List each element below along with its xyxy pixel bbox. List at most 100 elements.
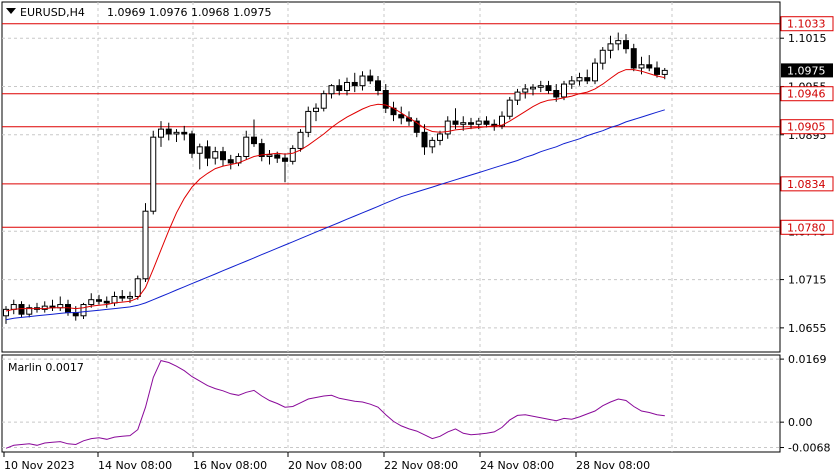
candle xyxy=(313,103,319,122)
candle-body xyxy=(382,90,389,109)
candle-body xyxy=(553,90,560,98)
candle xyxy=(592,58,598,85)
candle xyxy=(568,76,575,89)
marlin-line xyxy=(5,360,665,449)
price-level-label: 1.0834 xyxy=(787,178,826,191)
candle xyxy=(367,69,374,85)
candle-body xyxy=(289,147,296,162)
candle xyxy=(654,61,660,78)
candle xyxy=(623,34,629,54)
candle xyxy=(88,293,95,308)
ma-slow-line xyxy=(5,109,665,321)
candle-body xyxy=(545,85,552,92)
candle xyxy=(429,137,436,154)
oscillator-pane-frame xyxy=(1,354,781,453)
candle-body xyxy=(429,139,436,148)
candle-body xyxy=(576,77,583,82)
candle xyxy=(282,153,288,183)
candle-body xyxy=(41,305,48,310)
candle xyxy=(561,80,567,101)
candle-body xyxy=(204,146,211,159)
candle-body xyxy=(530,86,536,90)
oscillator-pane[interactable]: Marlin 0.0017 xyxy=(1,354,781,453)
time-tick-label: 10 Nov 2023 xyxy=(4,459,74,472)
candle xyxy=(41,301,48,313)
candle-body xyxy=(475,120,482,125)
candle-body xyxy=(134,278,141,297)
candle xyxy=(212,146,219,165)
candle-body xyxy=(196,146,203,154)
candle-body xyxy=(413,120,420,133)
candle xyxy=(553,84,560,102)
candle xyxy=(266,150,273,165)
candle xyxy=(359,71,366,91)
ma-fast-line xyxy=(5,69,665,312)
chart-header: EURUSD,H4 1.0969 1.0976 1.0968 1.0975 xyxy=(6,6,271,19)
current-price-label: 1.0975 xyxy=(787,64,826,77)
candle xyxy=(3,306,9,324)
candle-body xyxy=(630,48,637,69)
candle xyxy=(258,138,265,162)
candle xyxy=(499,111,505,130)
candle-body xyxy=(103,300,110,304)
candle-body xyxy=(568,80,575,85)
candle-body xyxy=(638,64,645,69)
candle xyxy=(227,154,234,170)
candle xyxy=(181,125,188,141)
candle xyxy=(305,106,312,138)
candle xyxy=(173,129,180,142)
candle-body xyxy=(18,304,25,315)
candle xyxy=(599,47,606,70)
collapse-triangle-icon[interactable] xyxy=(6,8,16,14)
oscillator-grid xyxy=(2,355,780,452)
price-pane[interactable] xyxy=(1,1,781,353)
candle xyxy=(134,275,141,300)
oscillator-axis[interactable]: 0.0169 0.00 -0.0068 xyxy=(780,353,830,455)
candle-body xyxy=(212,151,219,159)
candle-body xyxy=(181,131,188,135)
candle-body xyxy=(243,136,250,157)
candle xyxy=(382,84,389,114)
candle-body xyxy=(468,122,474,125)
candle-body xyxy=(150,136,157,212)
candle-body xyxy=(328,85,335,95)
price-level-tag xyxy=(780,16,834,32)
candle xyxy=(220,146,226,167)
candle-body xyxy=(506,99,513,117)
candle-body xyxy=(282,157,288,162)
time-axis[interactable]: 10 Nov 2023 14 Nov 08:00 16 Nov 08:00 20 No… xyxy=(3,452,650,472)
candle xyxy=(196,143,203,170)
ohlc-values: 1.0969 1.0976 1.0968 1.0975 xyxy=(107,6,271,19)
candle-body xyxy=(111,295,118,304)
candle xyxy=(398,106,405,125)
osc-tick-label: -0.0068 xyxy=(788,442,830,455)
candle-body xyxy=(483,120,490,125)
time-tick-label: 24 Nov 08:00 xyxy=(480,459,554,472)
price-axis[interactable]: 1.10151.09551.08951.07751.07151.06551.10… xyxy=(780,16,834,335)
price-pane-frame xyxy=(1,1,781,353)
candle-body xyxy=(227,159,234,164)
price-tick-label: 1.1015 xyxy=(788,32,827,45)
candle-body xyxy=(646,64,653,69)
candle xyxy=(165,122,172,141)
candle-body xyxy=(3,308,9,317)
candle-body xyxy=(165,128,172,135)
candle xyxy=(537,80,544,93)
candle-body xyxy=(661,69,668,75)
candle-body xyxy=(444,120,451,135)
price-level-tag xyxy=(780,86,834,102)
candle-body xyxy=(375,80,381,92)
candle xyxy=(289,145,296,165)
candle xyxy=(506,96,513,120)
candle-body xyxy=(258,143,265,157)
candle-body xyxy=(522,88,529,93)
candle-body xyxy=(220,151,226,161)
candle-body xyxy=(398,114,405,119)
candle-body xyxy=(320,93,327,109)
candle-body xyxy=(10,304,17,310)
candle-body xyxy=(623,40,629,50)
candle-body xyxy=(88,299,95,306)
candle-body xyxy=(592,62,598,82)
candle xyxy=(320,90,327,112)
price-level-label: 1.0905 xyxy=(787,121,826,134)
